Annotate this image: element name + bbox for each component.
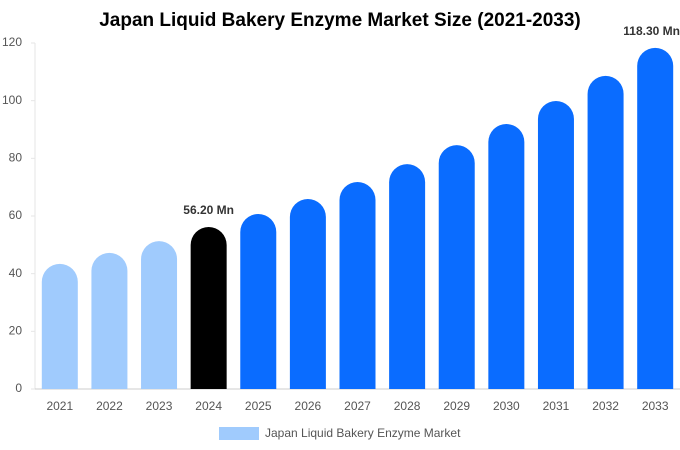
x-tick-label: 2033 bbox=[642, 399, 669, 413]
bar bbox=[41, 263, 78, 389]
y-tick-label: 20 bbox=[9, 324, 23, 338]
x-tick-label: 2032 bbox=[592, 399, 619, 413]
x-tick-label: 2022 bbox=[96, 399, 123, 413]
x-tick-label: 2030 bbox=[493, 399, 520, 413]
x-tick-label: 2021 bbox=[46, 399, 73, 413]
y-tick-label: 60 bbox=[9, 208, 23, 222]
bar bbox=[537, 100, 574, 389]
x-tick-label: 2027 bbox=[344, 399, 371, 413]
legend-label: Japan Liquid Bakery Enzyme Market bbox=[265, 426, 461, 440]
bar bbox=[289, 198, 326, 389]
value-label: 56.20 Mn bbox=[183, 203, 234, 217]
legend-swatch bbox=[219, 427, 259, 440]
y-tick-label: 100 bbox=[2, 93, 22, 107]
y-tick-label: 40 bbox=[9, 266, 23, 280]
bar bbox=[240, 213, 277, 389]
x-tick-label: 2026 bbox=[295, 399, 322, 413]
bar bbox=[91, 252, 128, 389]
x-tick-label: 2024 bbox=[195, 399, 222, 413]
x-tick-label: 2025 bbox=[245, 399, 272, 413]
bar bbox=[488, 124, 525, 390]
x-tick-label: 2031 bbox=[543, 399, 570, 413]
bar bbox=[587, 75, 624, 390]
bar bbox=[637, 47, 674, 389]
bar bbox=[141, 241, 178, 389]
bar bbox=[190, 226, 227, 389]
bar bbox=[339, 181, 376, 389]
bar bbox=[389, 164, 426, 389]
x-tick-label: 2028 bbox=[394, 399, 421, 413]
bar bbox=[438, 145, 475, 389]
value-label: 118.30 Mn bbox=[623, 24, 680, 38]
x-tick-label: 2029 bbox=[443, 399, 470, 413]
y-tick-label: 0 bbox=[15, 381, 22, 395]
y-tick-label: 120 bbox=[2, 35, 22, 49]
y-tick-label: 80 bbox=[9, 151, 23, 165]
chart-title: Japan Liquid Bakery Enzyme Market Size (… bbox=[99, 10, 581, 31]
x-tick-label: 2023 bbox=[146, 399, 173, 413]
